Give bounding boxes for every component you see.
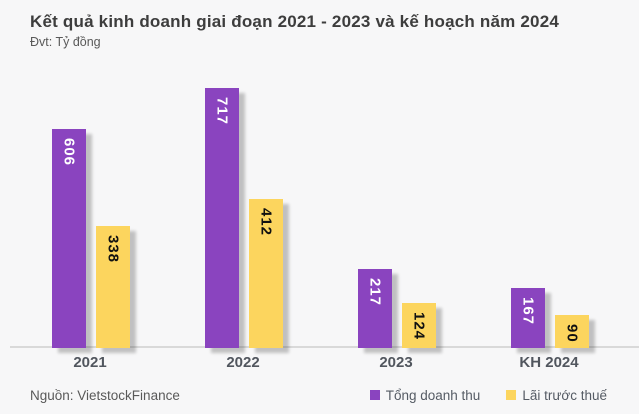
bar-value-label: 412 — [257, 208, 275, 237]
bar-tong-doanh-thu: 606 — [52, 129, 86, 348]
bar-value-label: 167 — [519, 297, 537, 326]
bar-value-label: 217 — [366, 278, 384, 307]
bar-lai-truoc-thue: 124 — [402, 303, 436, 348]
x-axis-label: KH 2024 — [519, 354, 579, 371]
x-axis-label: 2022 — [226, 354, 260, 371]
x-axis-label: 2021 — [73, 354, 107, 371]
legend: Tổng doanh thu Lãi trước thuế — [369, 387, 607, 403]
bar-lai-truoc-thue: 338 — [96, 226, 130, 348]
source-label: Nguồn: VietstockFinance — [30, 387, 180, 403]
bar-tong-doanh-thu: 717 — [205, 88, 239, 348]
bar-value-label: 717 — [213, 97, 231, 126]
plot-area: 606 338 717 412 217 124 167 90 — [10, 88, 639, 348]
bar-value-label: 124 — [410, 312, 428, 341]
bar-value-label: 606 — [60, 138, 78, 167]
bar-tong-doanh-thu: 217 — [358, 269, 392, 348]
bar-value-label: 338 — [104, 235, 122, 264]
chart-unit-label: Đvt: Tỷ đồng — [30, 35, 101, 49]
legend-item-lai-truoc-thue: Lãi trước thuế — [506, 388, 607, 403]
bar-lai-truoc-thue: 90 — [555, 315, 589, 348]
chart-footer: Nguồn: VietstockFinance Tổng doanh thu L… — [30, 384, 607, 406]
legend-label-lai-truoc-thue: Lãi trước thuế — [522, 387, 607, 403]
legend-swatch-yellow-icon — [506, 390, 517, 400]
bar-tong-doanh-thu: 167 — [511, 288, 545, 348]
x-axis-line — [10, 346, 639, 348]
chart-title: Kết quả kinh doanh giai đoạn 2021 - 2023… — [30, 12, 559, 31]
bar-value-label: 90 — [563, 324, 581, 343]
x-axis-label: 2023 — [379, 354, 413, 371]
x-axis: 2021 2022 2023 KH 2024 — [0, 350, 639, 378]
legend-swatch-purple-icon — [369, 390, 380, 400]
legend-item-tong-doanh-thu: Tổng doanh thu — [369, 387, 481, 403]
bar-lai-truoc-thue: 412 — [249, 199, 283, 348]
legend-label-tong-doanh-thu: Tổng doanh thu — [385, 387, 481, 403]
